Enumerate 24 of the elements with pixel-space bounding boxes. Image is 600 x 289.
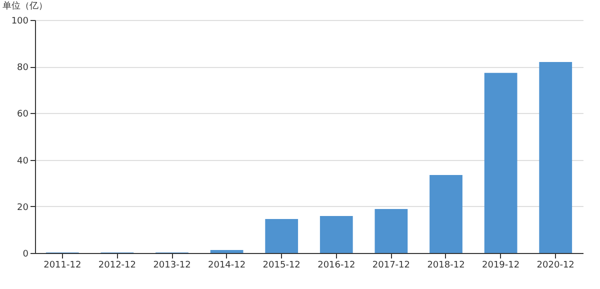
bar	[374, 208, 408, 253]
x-tick-label: 2017-12	[372, 260, 410, 270]
x-tick-label: 2013-12	[153, 260, 191, 270]
bar	[430, 174, 462, 253]
y-tick-label: 80	[17, 63, 29, 74]
y-tick-label: 40	[17, 156, 29, 166]
bar	[539, 62, 572, 253]
y-axis-title: 单位（亿）	[2, 0, 48, 12]
y-tick-label: 20	[17, 202, 29, 213]
y-tick-label: 60	[17, 110, 29, 120]
bar	[265, 218, 298, 253]
x-tick-label: 2018-12	[427, 260, 465, 270]
y-tick-label: 100	[11, 16, 29, 26]
x-tick-label: 2012-12	[98, 260, 136, 270]
x-tick-label: 2016-12	[318, 260, 356, 270]
x-tick-label: 2015-12	[262, 260, 300, 270]
bar	[484, 72, 518, 253]
x-tick-label: 2020-12	[536, 260, 574, 270]
bar	[210, 250, 244, 253]
bar	[320, 216, 353, 253]
y-tick-label: 0	[22, 250, 29, 260]
x-tick-label: 2011-12	[44, 260, 82, 270]
x-tick-label: 2019-12	[482, 260, 520, 270]
x-tick-label: 2014-12	[208, 260, 246, 270]
